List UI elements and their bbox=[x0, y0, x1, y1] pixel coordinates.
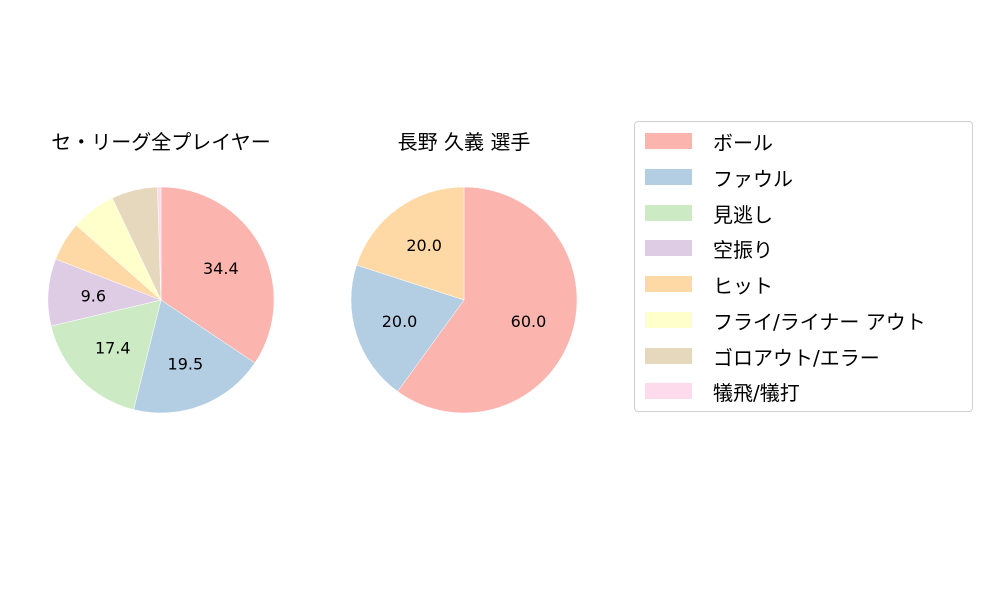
legend-swatch bbox=[645, 205, 692, 221]
legend-item: ヒット bbox=[645, 274, 773, 298]
legend-label: ボール bbox=[713, 130, 773, 155]
pie-slice bbox=[397, 186, 578, 414]
legend-item: ファウル bbox=[645, 167, 793, 191]
pie-slice bbox=[50, 299, 162, 410]
pie-slice bbox=[157, 186, 162, 301]
legend-swatch bbox=[645, 312, 692, 328]
slice-value-label: 20.0 bbox=[406, 236, 442, 255]
legend-item: ボール bbox=[645, 131, 773, 155]
right-chart-title: 長野 久義 選手 bbox=[397, 130, 531, 154]
legend-swatch bbox=[645, 276, 692, 292]
legend-label: 空振り bbox=[713, 237, 773, 262]
legend-swatch bbox=[645, 383, 692, 399]
legend-item: フライ/ライナー アウト bbox=[645, 310, 926, 334]
slice-value-label: 9.6 bbox=[81, 286, 106, 305]
left-chart-title: セ・リーグ全プレイヤー bbox=[51, 130, 271, 154]
pie-slice bbox=[160, 186, 275, 364]
legend-item: 見逃し bbox=[645, 203, 773, 227]
legend-swatch bbox=[645, 133, 692, 149]
slice-value-label: 34.4 bbox=[203, 259, 239, 278]
legend-label: 見逃し bbox=[713, 202, 773, 227]
legend-swatch bbox=[645, 348, 692, 364]
legend-swatch bbox=[645, 240, 692, 256]
pie-slice bbox=[133, 299, 256, 414]
legend: ボール ファウル 見逃し 空振り ヒット フライ/ライナー アウト ゴロアウト/… bbox=[634, 121, 973, 412]
pie-slice bbox=[356, 186, 465, 301]
slice-value-label: 17.4 bbox=[95, 339, 131, 358]
legend-label: 犠飛/犠打 bbox=[713, 380, 800, 405]
legend-label: ファウル bbox=[713, 166, 793, 191]
legend-label: ゴロアウト/エラー bbox=[713, 345, 880, 370]
legend-item: 空振り bbox=[645, 238, 773, 262]
legend-label: ヒット bbox=[713, 273, 773, 298]
slice-value-label: 60.0 bbox=[511, 312, 547, 331]
legend-swatch bbox=[645, 169, 692, 185]
legend-item: 犠飛/犠打 bbox=[645, 381, 800, 405]
slice-value-label: 19.5 bbox=[168, 354, 204, 373]
legend-label: フライ/ライナー アウト bbox=[713, 309, 926, 334]
slice-value-label: 20.0 bbox=[382, 312, 418, 331]
pie-slice bbox=[350, 264, 465, 392]
legend-item: ゴロアウト/エラー bbox=[645, 346, 880, 370]
